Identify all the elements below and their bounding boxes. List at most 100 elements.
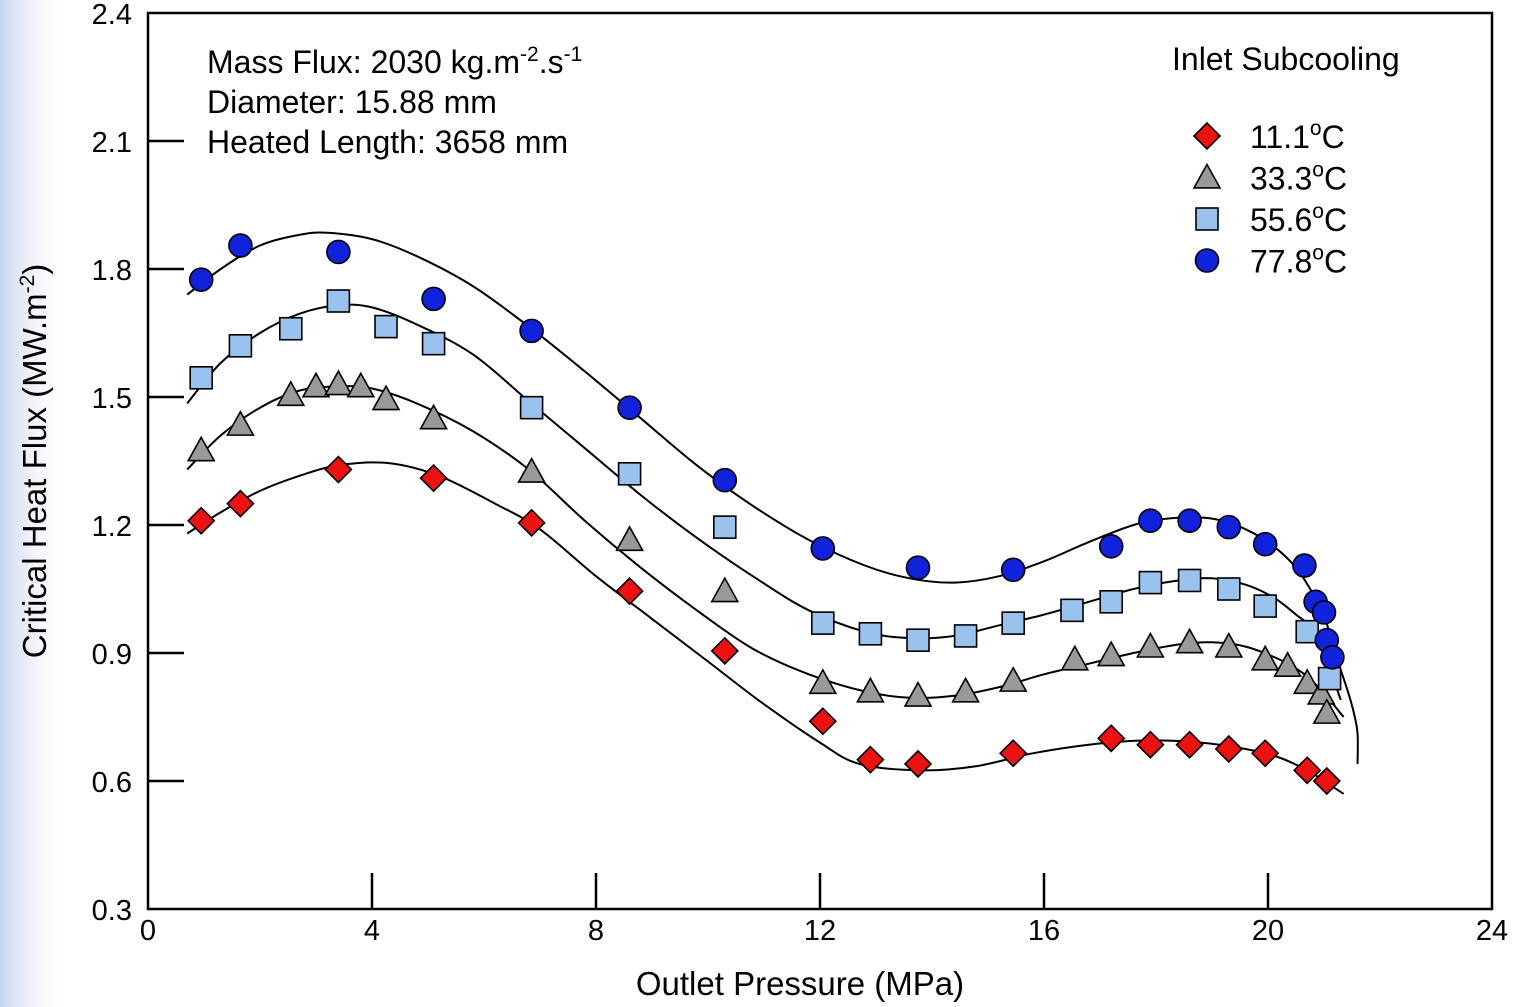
y-tick-label: 1.5 xyxy=(92,383,132,415)
data-point-square xyxy=(906,628,930,653)
data-point-circle xyxy=(712,467,738,493)
data-point-circle xyxy=(1252,531,1278,557)
data-point-square xyxy=(189,365,213,390)
data-point-triangle xyxy=(710,576,740,603)
data-point-circle xyxy=(228,233,253,258)
data-point-diamond xyxy=(615,577,644,606)
y-tick-label: 0.9 xyxy=(92,639,132,671)
data-point-triangle xyxy=(1292,668,1322,695)
y-tick-label: 0.3 xyxy=(92,895,132,927)
data-point-diamond xyxy=(187,506,216,535)
legend-label-circle: 77.8oC xyxy=(1250,242,1347,280)
data-point-triangle xyxy=(1250,644,1280,671)
data-point-triangle xyxy=(951,676,980,703)
data-point-square xyxy=(712,515,737,539)
data-point-circle xyxy=(1320,644,1345,670)
data-point-diamond xyxy=(808,707,837,736)
y-axis-title-main: Critical Heat Flux (MW.m xyxy=(16,293,53,658)
data-point-circle xyxy=(1000,557,1026,583)
data-point-triangle xyxy=(1273,651,1302,678)
data-point-triangle xyxy=(186,435,216,462)
data-point-triangle xyxy=(1306,678,1336,705)
data-point-triangle xyxy=(856,676,885,703)
data-point-diamond xyxy=(1251,739,1280,768)
data-point-circle xyxy=(1311,600,1337,625)
data-point-diamond xyxy=(517,508,546,537)
data-point-triangle xyxy=(346,371,376,398)
data-point-square xyxy=(519,395,544,420)
data-point-square xyxy=(810,611,835,635)
data-point-diamond xyxy=(324,455,353,484)
legend-label-square: 55.6oC xyxy=(1250,200,1347,238)
data-point-circle xyxy=(810,536,836,561)
axis-ticks xyxy=(148,139,1270,909)
data-point-diamond xyxy=(903,749,933,779)
data-point-triangle xyxy=(1136,631,1165,658)
y-tick-label: 1.8 xyxy=(92,255,132,287)
fit-curve-square xyxy=(186,303,1342,701)
legend-title: Inlet Subcooling xyxy=(1172,41,1400,77)
y-axis-title: Critical Heat Flux (MW.m-2) xyxy=(16,264,53,659)
data-point-triangle xyxy=(371,384,401,411)
diameter-text: Diameter: 15.88 mm xyxy=(207,84,497,120)
data-point-diamond xyxy=(1293,756,1322,785)
y-axis-title-tail: ) xyxy=(16,264,53,275)
data-point-square xyxy=(953,624,978,648)
data-point-square xyxy=(374,314,398,339)
data-point-circle xyxy=(905,555,931,580)
data-point-square xyxy=(617,461,642,486)
data-point-square xyxy=(1253,594,1277,618)
mass-flux-text: Mass Flux: 2030 kg.m-2.s-1 xyxy=(207,43,582,80)
data-markers xyxy=(186,233,1345,796)
data-point-triangle xyxy=(301,371,331,398)
legend-marker-diamond xyxy=(1192,121,1222,151)
data-point-diamond xyxy=(856,745,885,774)
data-point-triangle xyxy=(1096,640,1126,667)
x-tick-label: 8 xyxy=(588,915,604,947)
data-point-square xyxy=(1001,611,1026,635)
data-point-square xyxy=(228,333,253,358)
data-point-diamond xyxy=(999,739,1028,768)
data-point-triangle xyxy=(998,666,1028,692)
x-tick-label: 12 xyxy=(804,915,836,947)
left-edge-shade xyxy=(0,0,70,1007)
data-point-diamond xyxy=(710,636,739,665)
data-point-triangle xyxy=(276,380,306,407)
y-tick-label: 2.1 xyxy=(92,127,132,159)
x-tick-label: 16 xyxy=(1028,915,1060,947)
data-point-triangle xyxy=(903,681,933,707)
data-point-circle xyxy=(1098,534,1124,559)
heated-length-text: Heated Length: 3658 mm xyxy=(207,124,568,160)
data-point-circle xyxy=(1292,553,1317,578)
data-point-circle xyxy=(1177,508,1202,534)
data-point-circle xyxy=(421,286,446,312)
x-tick-label: 4 xyxy=(364,915,380,947)
data-point-triangle xyxy=(1312,698,1342,724)
data-point-diamond xyxy=(1214,734,1243,764)
data-point-triangle xyxy=(1214,631,1244,658)
data-point-square xyxy=(1099,589,1123,614)
data-point-square xyxy=(1060,598,1084,623)
x-axis-title: Outlet Pressure (MPa) xyxy=(636,965,964,1002)
data-point-triangle xyxy=(419,403,448,430)
data-point-diamond xyxy=(1175,730,1204,759)
data-point-triangle xyxy=(808,668,838,695)
data-point-circle xyxy=(1216,514,1242,540)
data-point-triangle xyxy=(1175,627,1204,654)
legend-marker-triangle xyxy=(1192,162,1222,189)
data-point-circle xyxy=(617,395,642,420)
data-point-diamond xyxy=(1136,730,1165,759)
x-tick-label: 20 xyxy=(1252,915,1284,947)
data-point-square xyxy=(1217,577,1241,601)
data-point-square xyxy=(326,289,351,313)
data-point-triangle xyxy=(517,457,546,483)
y-tick-label: 0.6 xyxy=(92,767,132,799)
y-tick-label: 1.2 xyxy=(92,511,132,543)
data-point-square xyxy=(278,316,303,341)
data-point-square xyxy=(1317,666,1342,691)
fit-curve-circle xyxy=(186,231,1359,764)
x-tick-label: 0 xyxy=(140,915,156,947)
data-point-diamond xyxy=(419,463,448,493)
